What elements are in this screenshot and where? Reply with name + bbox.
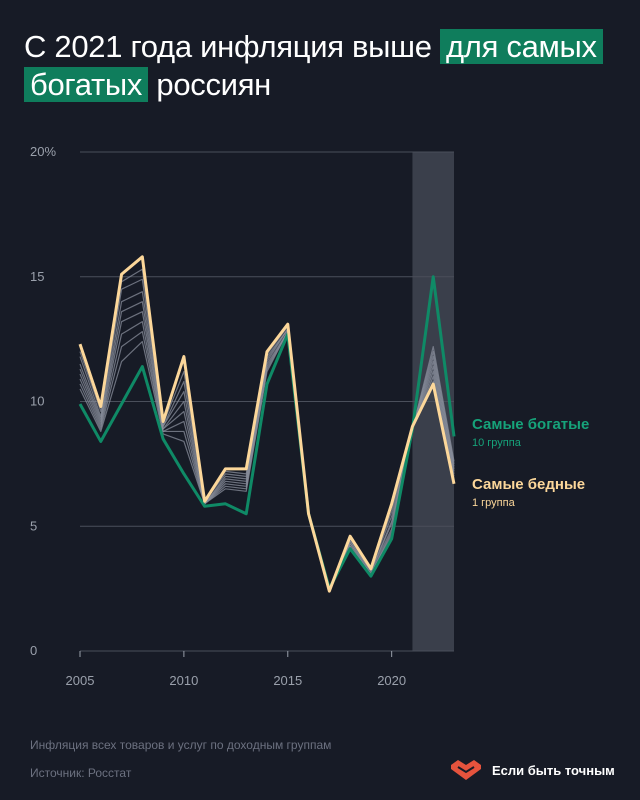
legend-poor: Самые бедные 1 группа bbox=[472, 476, 585, 509]
legend-rich: Самые богатые 10 группа bbox=[472, 416, 589, 449]
y-tick-label: 15 bbox=[30, 269, 44, 284]
x-tick-label: 2010 bbox=[169, 673, 198, 688]
legend-poor-label: Самые бедные bbox=[472, 476, 586, 493]
x-tick-label: 2015 bbox=[273, 673, 302, 688]
brand-name: Если быть точным bbox=[492, 762, 615, 778]
title-highlight-1: для самых bbox=[440, 29, 603, 64]
x-tick-label: 2020 bbox=[377, 673, 406, 688]
series-line-poor bbox=[78, 255, 456, 593]
brand-heart-icon bbox=[451, 760, 481, 780]
series-line-middle-group bbox=[79, 301, 455, 592]
title-part1: С 2021 года инфляция выше bbox=[24, 29, 432, 64]
chart-description: Инфляция всех товаров и услуг по доходны… bbox=[30, 738, 332, 752]
legend-poor-sublabel: 1 группа bbox=[472, 497, 515, 509]
brand-logo: Если быть точным bbox=[450, 759, 615, 781]
y-tick-label: 0 bbox=[30, 643, 37, 658]
x-tick-label: 2005 bbox=[66, 673, 95, 688]
title-part2: россиян bbox=[156, 67, 271, 102]
series-line-rich bbox=[78, 275, 456, 591]
y-tick-label: 20% bbox=[30, 144, 56, 159]
title-highlight-2: богатых bbox=[24, 67, 149, 102]
chart-title: С 2021 года инфляция выше для самых богат… bbox=[24, 28, 620, 104]
y-tick-label: 10 bbox=[30, 394, 44, 409]
legend-rich-label: Самые богатые bbox=[472, 416, 590, 433]
series-line-middle-group bbox=[79, 331, 455, 592]
y-tick-label: 5 bbox=[30, 518, 37, 533]
legend-rich-sublabel: 10 группа bbox=[472, 437, 521, 449]
series-line-middle-group bbox=[79, 268, 455, 592]
source-note: Источник: Росстат bbox=[30, 766, 132, 780]
